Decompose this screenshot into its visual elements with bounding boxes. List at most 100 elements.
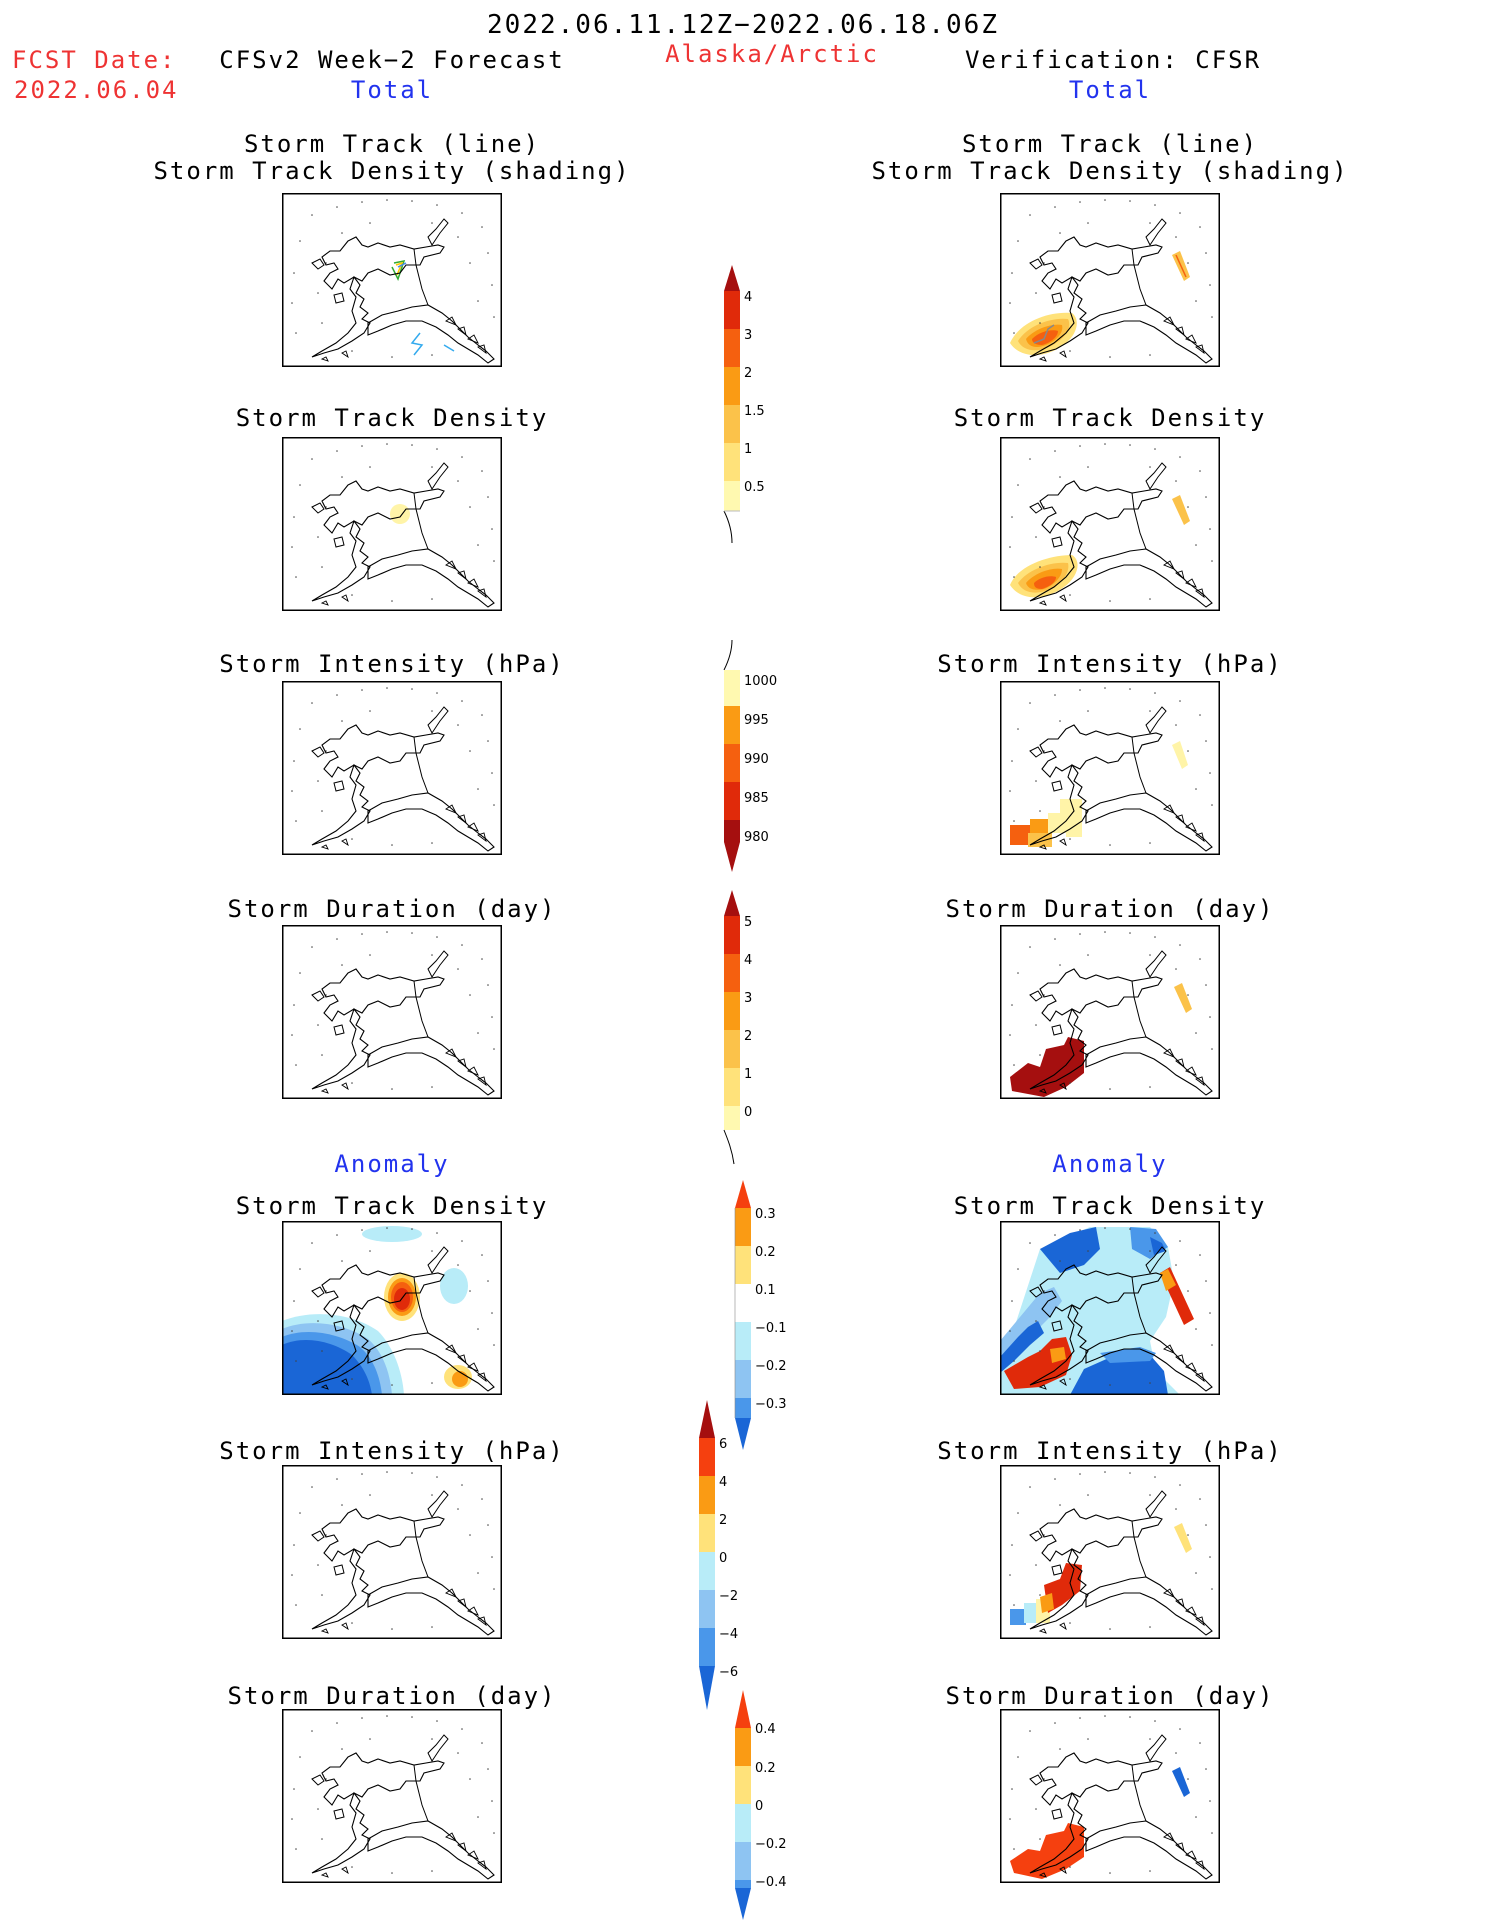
density-anom-tick-neg-0.1: −0.1 [755,1321,787,1336]
right-density-title: Storm Track Density [953,404,1267,432]
duration-total-tick-5: 5 [744,915,752,930]
right-duration-map-svg [1000,925,1220,1099]
left-total-subtitle: Total [350,76,434,104]
intensity-anom-tick-6: 6 [719,1437,727,1452]
left-anom-intensity-map-svg [282,1465,502,1639]
right-anom-density-overlay [1000,1227,1194,1395]
intensity-total-tick-990: 990 [744,752,769,767]
duration-anom-tick-neg-0.4: −0.4 [755,1875,787,1890]
right-anom-duration-map-svg [1000,1709,1220,1883]
duration-total-tick-0: 0 [744,1105,752,1120]
density-total-tick-4: 4 [744,290,752,305]
colorbar-intensity-anom: 6 4 2 0 −2 −4 −6 [693,1398,763,1718]
right-anom-intensity-map-svg [1000,1465,1220,1639]
right-track-map-svg [1000,193,1220,367]
left-track-map-svg [282,193,502,367]
right-track-map [1000,193,1220,367]
left-anom-duration-map-svg [282,1709,502,1883]
left-anomaly-title: Anomaly [334,1150,450,1178]
density-total-tick-0.5: 0.5 [744,480,765,495]
right-anom-duration-overlay [1010,1767,1190,1879]
left-density-overlay [390,504,410,524]
left-duration-map-svg [282,925,502,1099]
intensity-anom-tick-neg-6: −6 [719,1665,738,1680]
left-anom-intensity-title: Storm Intensity (hPa) [219,1437,565,1465]
right-duration-overlay [1010,983,1192,1097]
right-total-subtitle: Total [1068,76,1152,104]
left-duration-map [282,925,502,1099]
density-total-tick-3: 3 [744,328,752,343]
density-total-tick-1.5: 1.5 [744,404,765,419]
left-duration-title: Storm Duration (day) [227,895,557,923]
left-intensity-title: Storm Intensity (hPa) [219,650,565,678]
intensity-anom-tick-neg-4: −4 [719,1627,738,1642]
right-duration-title: Storm Duration (day) [945,895,1275,923]
left-anom-density-title: Storm Track Density [235,1192,549,1220]
colorbar-duration-anom: 0.4 0.2 0 −0.2 −0.4 [729,1688,809,1924]
colorbar-duration-total: 5 4 3 2 1 0 [718,888,788,1172]
density-total-tick-2: 2 [744,366,752,381]
left-anom-duration-map [282,1709,502,1883]
intensity-anom-tick-2: 2 [719,1513,727,1528]
duration-anom-tick-neg-0.2: −0.2 [755,1837,787,1852]
right-column-title: Verification: CFSR [964,46,1262,74]
density-anom-tick-neg-0.3: −0.3 [755,1397,787,1412]
left-density-map [282,437,502,611]
density-anom-tick-neg-0.2: −0.2 [755,1359,787,1374]
left-anom-intensity-map [282,1465,502,1639]
intensity-total-tick-995: 995 [744,713,769,728]
right-anom-intensity-map [1000,1465,1220,1639]
left-column-title: CFSv2 Week−2 Forecast [219,46,565,74]
right-track-shading-title: Storm Track Density (shading) [871,157,1349,185]
density-anom-tick-0.1: 0.1 [755,1283,776,1298]
left-intensity-map [282,681,502,855]
right-duration-map [1000,925,1220,1099]
right-anom-duration-title: Storm Duration (day) [945,1682,1275,1710]
right-intensity-title: Storm Intensity (hPa) [937,650,1283,678]
region-title: Alaska/Arctic [665,40,879,68]
left-anom-duration-title: Storm Duration (day) [227,1682,557,1710]
colorbar-density-anom: 0.3 0.2 0.1 −0.1 −0.2 −0.3 [729,1178,809,1458]
fcst-date-value: 2022.06.04 [14,76,179,104]
intensity-anom-tick-4: 4 [719,1475,727,1490]
left-track-map [282,193,502,367]
left-density-title: Storm Track Density [235,404,549,432]
duration-total-tick-1: 1 [744,1067,752,1082]
duration-total-tick-3: 3 [744,991,752,1006]
left-anom-density-map [282,1221,502,1395]
right-anom-density-map-svg [1000,1221,1220,1395]
left-track-line-title: Storm Track (line) [243,130,541,158]
intensity-anom-tick-0: 0 [719,1551,727,1566]
intensity-total-tick-980: 980 [744,830,769,845]
right-anom-density-title: Storm Track Density [953,1192,1267,1220]
duration-total-tick-4: 4 [744,953,752,968]
duration-anom-tick-0.2: 0.2 [755,1761,776,1776]
density-anom-tick-0.3: 0.3 [755,1207,776,1222]
density-anom-tick-0.2: 0.2 [755,1245,776,1260]
left-anom-density-map-svg [282,1221,502,1395]
colorbar-density-total: 4 3 2 1.5 1 0.5 [718,263,788,553]
duration-anom-tick-0: 0 [755,1799,763,1814]
right-anomaly-title: Anomaly [1052,1150,1168,1178]
left-intensity-map-svg [282,681,502,855]
duration-anom-tick-0.4: 0.4 [755,1722,776,1737]
left-density-map-svg [282,437,502,611]
right-anom-density-map [1000,1221,1220,1395]
right-density-map [1000,437,1220,611]
fcst-date-label: FCST Date: [12,46,177,74]
right-intensity-map-svg [1000,681,1220,855]
colorbar-intensity-total: 1000 995 990 985 980 [718,640,788,876]
right-track-line-title: Storm Track (line) [961,130,1259,158]
intensity-total-tick-985: 985 [744,791,769,806]
left-track-overlay [391,260,455,356]
right-density-map-svg [1000,437,1220,611]
right-anom-duration-map [1000,1709,1220,1883]
right-anom-intensity-title: Storm Intensity (hPa) [937,1437,1283,1465]
density-total-tick-1: 1 [744,442,752,457]
left-anom-density-overlay [282,1226,472,1395]
left-track-shading-title: Storm Track Density (shading) [153,157,631,185]
duration-total-tick-2: 2 [744,1029,752,1044]
right-intensity-map [1000,681,1220,855]
intensity-total-tick-1000: 1000 [744,674,777,689]
right-anom-intensity-overlay [1010,1523,1192,1625]
